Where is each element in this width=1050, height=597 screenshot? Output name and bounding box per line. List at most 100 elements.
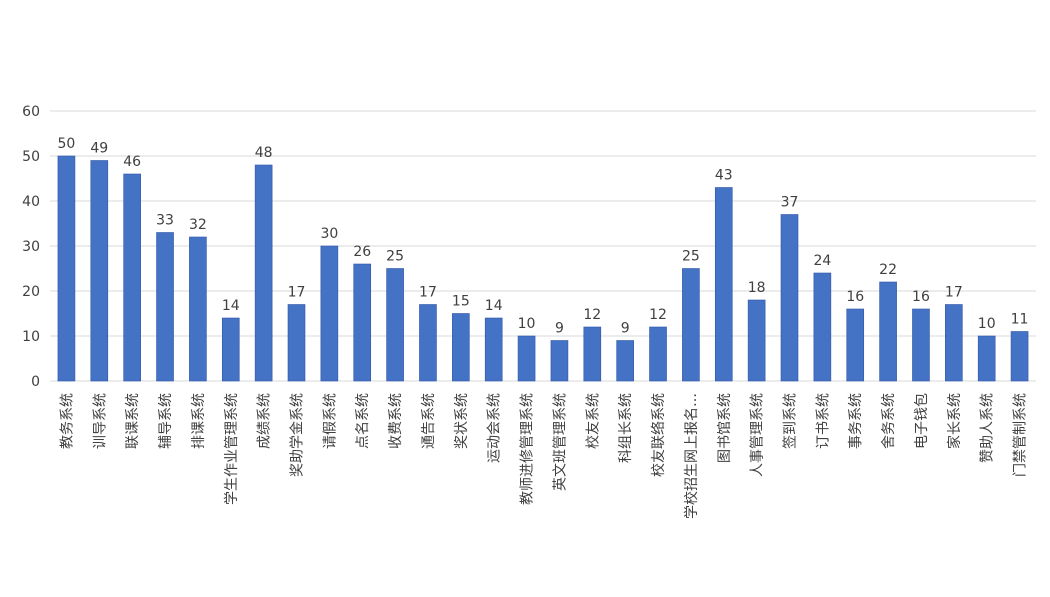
x-tick-label: 订书系统	[815, 393, 831, 449]
bar	[123, 173, 141, 382]
x-tick-label: 赞助人系统	[980, 393, 996, 463]
x-tick-label: 校友系统	[584, 393, 601, 449]
data-label: 10	[518, 316, 536, 332]
data-label: 33	[156, 213, 174, 229]
x-axis-tick-labels: 教务系统 训导系统 联课系统 辅导系统 排课系统 学生作业管理系统 成绩系统 奖助学金系统 请假…	[59, 393, 1028, 519]
data-label: 15	[452, 294, 470, 310]
data-label: 25	[682, 249, 700, 265]
x-tick-label: 教务系统	[59, 393, 75, 449]
bar	[90, 160, 109, 382]
bar	[714, 187, 733, 382]
bar	[813, 272, 832, 382]
x-tick-label: 签到系统	[782, 393, 799, 449]
bars	[57, 155, 1029, 382]
data-label: 37	[781, 195, 799, 211]
x-tick-label: 电子钱包	[914, 393, 930, 449]
x-tick-label: 收费系统	[388, 393, 404, 449]
data-label: 18	[748, 280, 766, 296]
data-label: 49	[90, 141, 108, 157]
x-tick-label: 辅导系统	[158, 393, 174, 449]
bar	[386, 268, 404, 382]
bar	[1010, 331, 1029, 382]
data-label: 30	[320, 226, 338, 242]
data-label: 14	[222, 298, 240, 314]
bar	[517, 335, 536, 382]
y-tick-label: 40	[22, 194, 40, 210]
x-tick-label: 校友联络系统	[650, 393, 667, 477]
x-tick-label: 家长系统	[946, 393, 963, 449]
x-tick-label: 点名系统	[355, 393, 371, 449]
x-tick-label: 英文班管理系统	[551, 393, 568, 491]
y-axis-tick-labels: 0 10 20 30 40 50 60	[22, 104, 40, 390]
data-labels: 50 49 46 33 32 14 48 17 30 26 25 17 15 14 10 9 12 9 12 25 43…	[58, 136, 1029, 337]
x-tick-label: 通告系统	[421, 393, 437, 449]
bar	[353, 263, 372, 382]
bar	[682, 268, 700, 382]
y-tick-label: 50	[22, 149, 40, 165]
gridlines	[50, 110, 1036, 382]
bar	[254, 164, 273, 382]
data-label: 48	[255, 145, 273, 161]
data-label: 11	[1011, 312, 1029, 328]
y-tick-label: 60	[22, 104, 40, 120]
bar	[452, 313, 470, 382]
bar	[221, 317, 240, 382]
x-tick-label: 人事管理系统	[750, 393, 766, 477]
bar	[780, 214, 799, 382]
data-label: 24	[813, 253, 831, 269]
bar	[879, 281, 897, 382]
data-label: 9	[555, 321, 564, 337]
bar	[156, 232, 174, 382]
bar	[287, 304, 306, 382]
x-tick-label: 门禁管制系统	[1013, 393, 1029, 477]
bar	[912, 308, 930, 382]
data-label: 12	[649, 307, 667, 323]
bar	[189, 236, 207, 382]
data-label: 26	[353, 244, 371, 260]
data-label: 16	[846, 289, 864, 305]
bar	[583, 326, 602, 382]
bar	[616, 340, 634, 382]
bar	[649, 326, 667, 382]
bar	[846, 308, 865, 382]
x-tick-label: 联课系统	[125, 393, 141, 449]
x-tick-label: 图书馆系统	[717, 393, 733, 463]
data-label: 25	[386, 249, 404, 265]
x-tick-label: 奖状系统	[453, 393, 470, 449]
data-label: 14	[485, 298, 503, 314]
bar	[550, 340, 569, 382]
x-tick-label: 教师进修管理系统	[520, 393, 536, 505]
data-label: 50	[58, 136, 76, 152]
bar	[419, 304, 437, 382]
data-label: 43	[715, 168, 733, 184]
x-tick-label: 运动会系统	[487, 393, 503, 463]
data-label: 17	[945, 285, 963, 301]
bar	[57, 155, 76, 382]
x-tick-label: 请假系统	[322, 393, 338, 449]
x-tick-label: 事务系统	[848, 393, 864, 449]
y-tick-label: 20	[22, 284, 40, 300]
x-tick-label: 奖助学金系统	[289, 393, 306, 477]
data-label: 17	[288, 285, 306, 301]
bar	[320, 245, 339, 382]
data-label: 12	[583, 307, 601, 323]
bar	[977, 335, 996, 382]
x-tick-label: 学校招生网上报名…	[683, 393, 700, 519]
x-tick-label: 训导系统	[92, 393, 108, 449]
data-label: 46	[123, 154, 141, 170]
y-tick-label: 30	[22, 239, 40, 255]
x-tick-label: 舍务系统	[881, 393, 897, 449]
data-label: 9	[621, 321, 630, 337]
x-tick-label: 科组长系统	[618, 393, 634, 463]
data-label: 16	[912, 289, 930, 305]
bar	[484, 317, 503, 382]
data-label: 17	[419, 285, 437, 301]
data-label: 10	[978, 316, 996, 332]
y-tick-label: 0	[31, 374, 40, 390]
y-tick-label: 10	[22, 329, 40, 345]
x-tick-label: 排课系统	[191, 393, 207, 449]
bar	[747, 299, 766, 382]
x-tick-label: 学生作业管理系统	[224, 393, 240, 505]
